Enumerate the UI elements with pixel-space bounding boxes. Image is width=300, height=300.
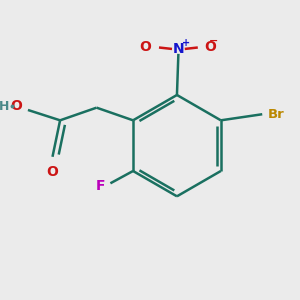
Text: H: H	[0, 100, 9, 113]
Text: Br: Br	[267, 108, 284, 121]
Text: N: N	[172, 42, 184, 56]
Text: −: −	[209, 36, 219, 46]
Text: O: O	[10, 99, 22, 113]
Text: O: O	[140, 40, 152, 55]
Text: F: F	[96, 179, 105, 193]
Text: O: O	[46, 165, 58, 179]
Text: O: O	[204, 40, 216, 55]
Text: +: +	[182, 38, 190, 48]
